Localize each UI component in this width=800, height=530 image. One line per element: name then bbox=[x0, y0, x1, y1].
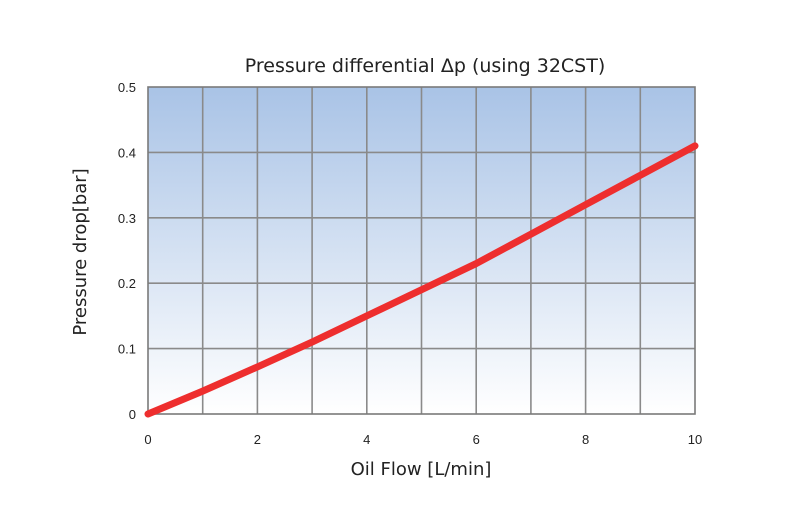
y-tick-label: 0.1 bbox=[118, 342, 136, 357]
x-axis-label: Oil Flow [L/min] bbox=[351, 459, 492, 480]
x-tick-label: 2 bbox=[254, 432, 261, 447]
chart-title: Pressure differential Δp (using 32CST) bbox=[245, 55, 606, 77]
y-axis-ticks: 0 0.1 0.2 0.3 0.4 0.5 bbox=[118, 80, 136, 422]
y-tick-label: 0.2 bbox=[118, 276, 136, 291]
series-line-pressure-drop bbox=[144, 142, 699, 418]
y-tick-label: 0.4 bbox=[118, 145, 136, 160]
series-group bbox=[144, 142, 699, 418]
grid bbox=[148, 87, 695, 414]
x-tick-label: 8 bbox=[582, 432, 589, 447]
y-tick-label: 0.5 bbox=[118, 80, 136, 95]
y-tick-label: 0 bbox=[129, 407, 136, 422]
x-axis-ticks: 0 2 4 6 8 10 bbox=[144, 432, 702, 447]
x-tick-label: 6 bbox=[473, 432, 480, 447]
x-tick-label: 4 bbox=[363, 432, 370, 447]
y-axis-label: Pressure drop[bar] bbox=[70, 168, 91, 335]
x-tick-label: 0 bbox=[144, 432, 151, 447]
y-tick-label: 0.3 bbox=[118, 211, 136, 226]
plot-border bbox=[147, 86, 696, 415]
x-tick-label: 10 bbox=[688, 432, 702, 447]
